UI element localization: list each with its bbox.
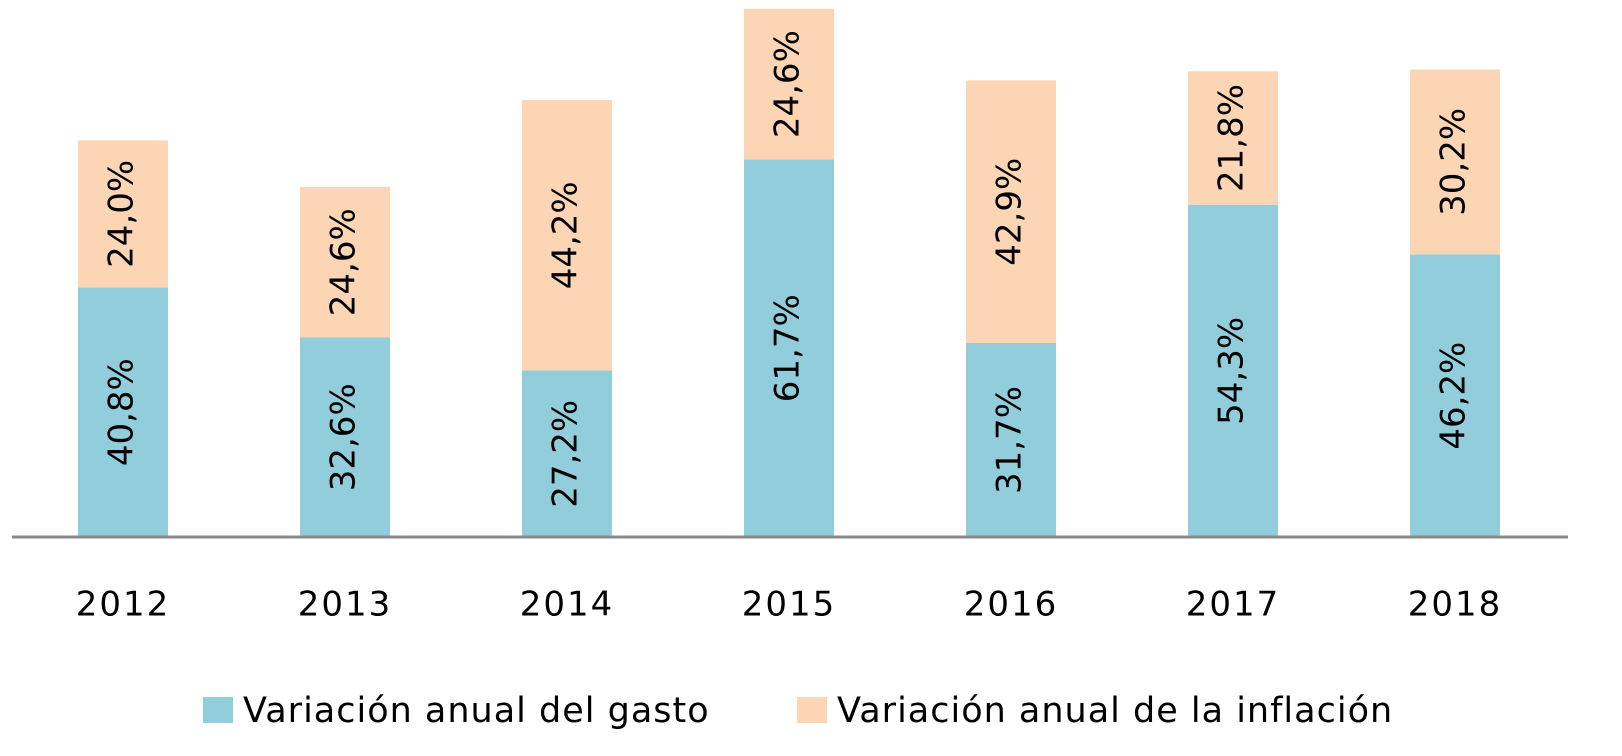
bar-segment [1188,204,1278,537]
value-label: 27,2% [546,400,586,508]
bar-segment [966,80,1056,343]
bar-segment [300,337,390,537]
value-label: 24,6% [768,30,808,138]
bar-segment [744,159,834,537]
bar-segment [744,8,834,160]
x-tick-label: 2015 [742,585,837,625]
x-tick-label: 2014 [520,585,615,625]
value-label: 42,9% [990,158,1030,266]
bar-segment [522,100,612,371]
x-tick-label: 2017 [1186,585,1281,625]
value-label: 44,2% [546,181,586,289]
value-label: 30,2% [1434,108,1474,216]
value-label: 40,8% [102,358,142,466]
bar-segment [78,287,168,537]
x-tick-label: 2013 [298,585,393,625]
value-label: 31,7% [990,386,1030,494]
x-tick-label: 2012 [76,585,171,625]
bar-segment [300,186,390,338]
value-label: 24,0% [102,160,142,268]
legend-label: Variación anual del gasto [243,691,710,731]
x-tick-label: 2018 [1408,585,1503,625]
x-tick-label: 2016 [964,585,1059,625]
legend-label: Variación anual de la inflación [837,691,1393,731]
legend-swatch [797,697,827,723]
bar-segment [78,140,168,288]
bar-segment [966,342,1056,537]
bar-segment [1188,71,1278,205]
value-label: 54,3% [1212,317,1252,425]
bar-segment [1410,69,1500,255]
bar-segment [1410,254,1500,538]
value-label: 21,8% [1212,84,1252,192]
legend-swatch [203,697,233,723]
value-label: 32,6% [324,383,364,491]
value-label: 24,6% [324,208,364,316]
bar-segment [522,370,612,537]
value-label: 46,2% [1434,342,1474,450]
value-label: 61,7% [768,294,808,402]
